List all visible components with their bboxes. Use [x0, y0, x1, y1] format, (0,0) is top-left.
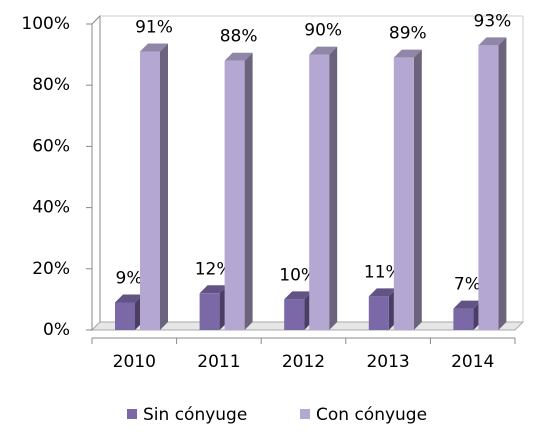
bar	[115, 302, 135, 330]
bar-side	[329, 46, 338, 330]
bar-top	[115, 294, 143, 303]
bar	[309, 54, 330, 330]
bar-top	[140, 43, 168, 52]
bar-top	[368, 288, 397, 297]
legend-label: Con cónyuge	[316, 405, 427, 425]
y-tick-label: 40%	[32, 198, 70, 218]
y-tick-label: 60%	[32, 136, 70, 156]
value-label: 89%	[389, 24, 427, 44]
x-tick-label: 2010	[113, 352, 156, 372]
y-tick-label: 0%	[43, 320, 70, 340]
bar	[284, 299, 305, 330]
x-tick-label: 2013	[366, 352, 409, 372]
value-label: 10%	[279, 265, 317, 285]
value-label: 88%	[220, 27, 258, 47]
value-label: 93%	[474, 11, 512, 31]
bar	[453, 308, 474, 330]
legend-label: Sin cónyuge	[143, 405, 247, 425]
x-tick-label: 2014	[451, 352, 494, 372]
legend-swatch	[300, 409, 310, 419]
y-tick-label: 80%	[32, 75, 70, 95]
bar	[199, 293, 220, 330]
y-tick-label: 100%	[21, 14, 70, 34]
y-tick-label: 20%	[32, 259, 70, 279]
value-label: 12%	[195, 259, 233, 279]
bar-top	[224, 52, 253, 61]
bar-side	[244, 52, 253, 330]
value-label: 11%	[364, 262, 402, 282]
value-label: 91%	[135, 18, 173, 38]
bar	[478, 45, 499, 331]
bar-top	[199, 285, 228, 294]
value-label: 7%	[454, 275, 481, 295]
side-wall	[91, 14, 101, 332]
bar-top	[453, 300, 482, 309]
bar-top	[309, 46, 338, 55]
value-label: 9%	[116, 268, 143, 288]
bar-top	[393, 49, 422, 58]
bar	[368, 296, 389, 330]
bar	[224, 60, 245, 330]
bar-side	[413, 49, 422, 330]
bar-top	[478, 37, 507, 46]
bar	[140, 51, 160, 330]
x-tick-label: 2012	[282, 352, 325, 372]
bar-top	[284, 291, 313, 300]
bar	[393, 57, 414, 330]
bar-side	[160, 43, 168, 330]
legend-swatch	[127, 409, 137, 419]
value-label: 90%	[304, 21, 342, 41]
bar-side	[498, 37, 507, 331]
x-tick-label: 2011	[197, 352, 240, 372]
